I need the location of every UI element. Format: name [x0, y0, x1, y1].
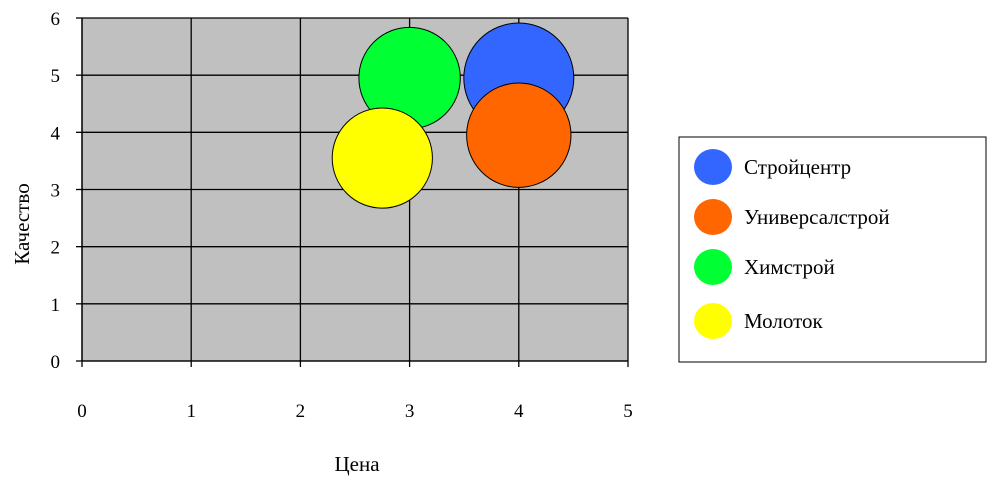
bubbles [331, 22, 575, 209]
legend-label-4: Молоток [744, 309, 823, 333]
y-tick-label: 2 [51, 238, 61, 259]
x-axis-label: Цена [334, 452, 380, 476]
legend-items: Стройцентр Универсалстрой Химстрой Молоток [694, 149, 890, 339]
x-tick-label: 0 [77, 401, 87, 422]
legend: Стройцентр Универсалстрой Химстрой Молоток [678, 136, 987, 363]
y-tick-label: 1 [51, 295, 61, 316]
x-tick-label: 1 [186, 401, 196, 422]
legend-marker-1 [694, 149, 732, 185]
y-tick-label: 5 [51, 66, 61, 87]
x-tick-label: 5 [623, 401, 633, 422]
y-axis-ticks: 0 1 2 3 4 5 6 [51, 9, 82, 373]
legend-label-1: Стройцентр [744, 155, 851, 179]
legend-marker-4 [694, 303, 732, 339]
y-tick-label: 4 [51, 123, 61, 144]
y-tick-label: 0 [51, 352, 61, 373]
x-axis-ticks: 0 1 2 3 4 5 [77, 361, 633, 422]
y-tick-label: 3 [51, 181, 61, 202]
y-tick-label: 6 [51, 9, 61, 30]
bubble-2 [466, 82, 572, 188]
legend-label-3: Химстрой [744, 255, 835, 279]
legend-marker-2 [694, 199, 732, 235]
legend-marker-3 [694, 249, 732, 285]
bubble-4 [331, 107, 433, 209]
x-tick-label: 3 [405, 401, 415, 422]
legend-label-2: Универсалстрой [744, 205, 890, 229]
x-tick-label: 2 [296, 401, 306, 422]
y-axis-label: Качество [10, 183, 34, 264]
x-tick-label: 4 [514, 401, 524, 422]
